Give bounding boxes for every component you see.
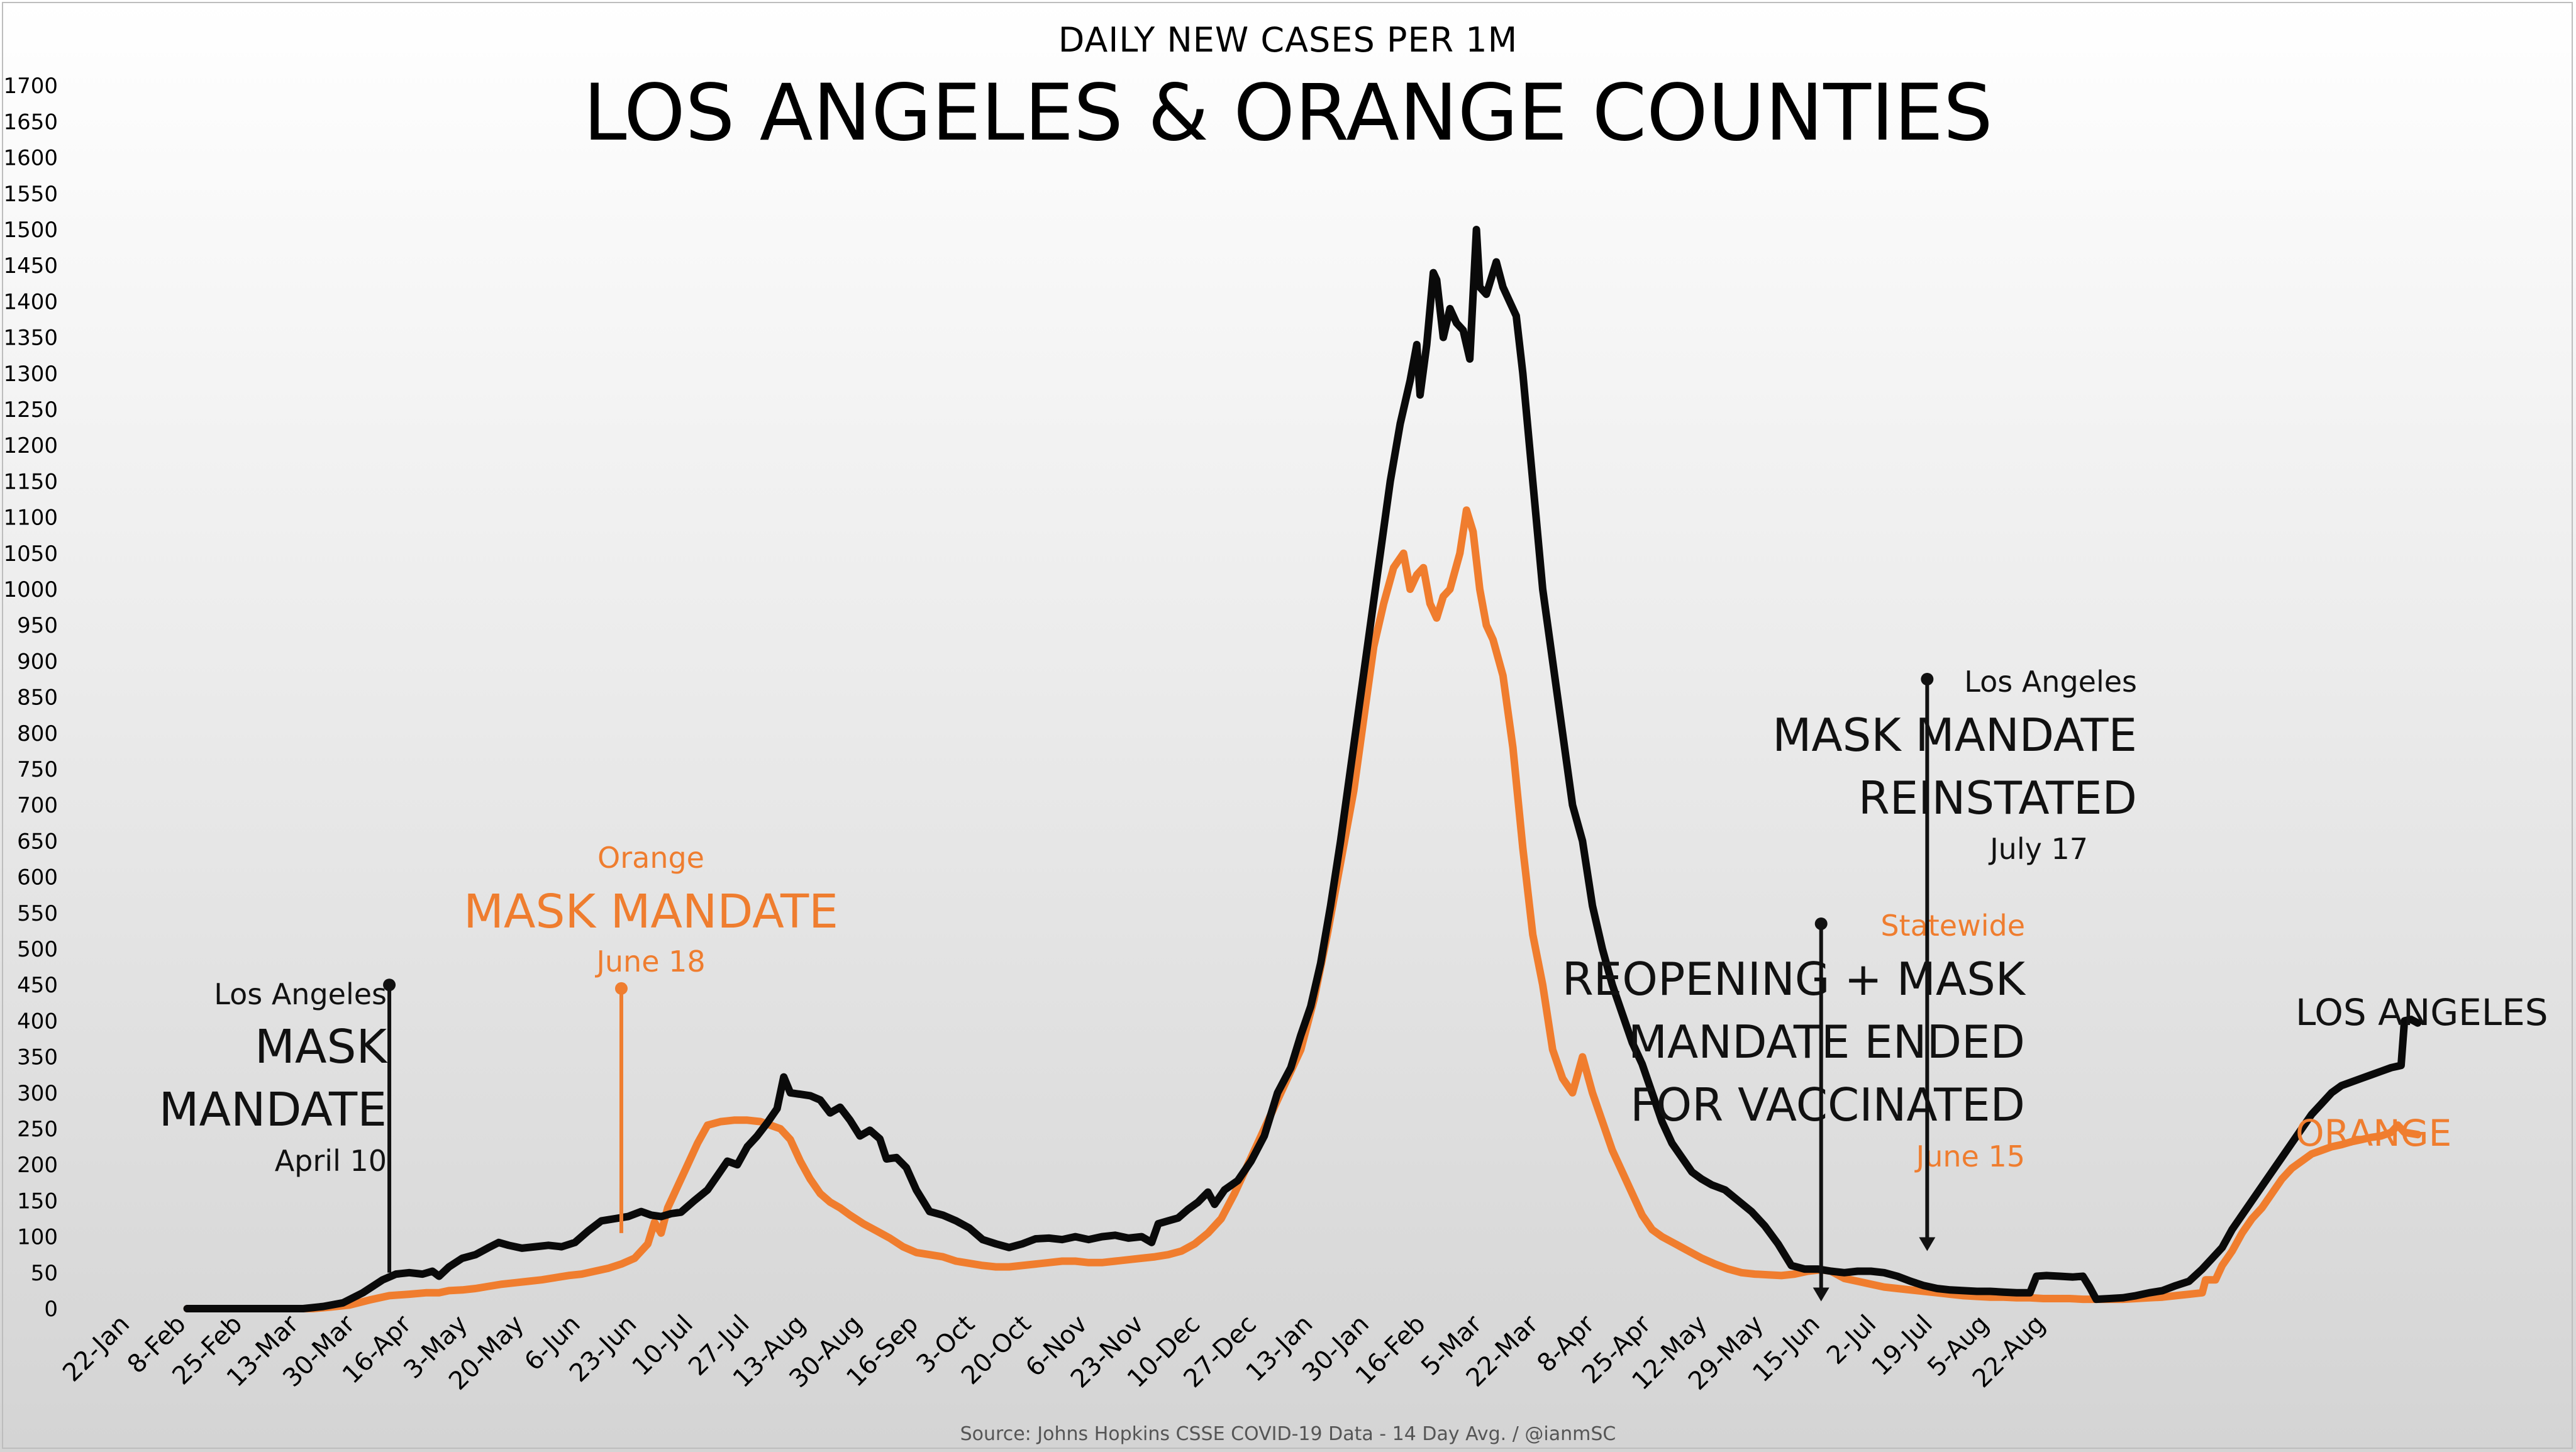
- annotation-reinstated-marker: [1921, 673, 1934, 685]
- annotation-orange-mask-marker: [614, 982, 628, 995]
- chart-title: LOS ANGELES & ORANGE COUNTIES: [583, 68, 1992, 158]
- chart-subtitle: DAILY NEW CASES PER 1M: [1058, 20, 1518, 60]
- y-tick-label: 1700: [3, 74, 58, 99]
- y-tick-label: 150: [17, 1189, 58, 1214]
- y-tick-label: 700: [17, 793, 58, 818]
- annotation-la-mask-reinstated: Los Angeles MASK MANDATE REINSTATED July…: [1772, 665, 2137, 1251]
- y-tick-label: 1050: [3, 541, 58, 567]
- x-tick-label: 10-Jul: [627, 1310, 699, 1382]
- y-tick-label: 1500: [3, 218, 58, 243]
- annotation-reopening-line2: MANDATE ENDED: [1628, 1016, 2025, 1068]
- annotation-reinstated-region: Los Angeles: [1964, 665, 2137, 699]
- series-line-los-angeles: [183, 226, 2422, 1312]
- annotation-reopening-marker: [1814, 917, 1828, 930]
- y-tick-label: 800: [17, 721, 58, 746]
- y-tick-label: 400: [17, 1009, 58, 1034]
- annotation-orange-mask-date: June 18: [594, 945, 705, 978]
- y-tick-label: 1550: [3, 182, 58, 207]
- y-tick-label: 1450: [3, 253, 58, 279]
- y-tick-label: 1650: [3, 109, 58, 135]
- annotation-statewide-reopening: Statewide REOPENING + MASK MANDATE ENDED…: [1562, 909, 2026, 1302]
- y-tick-label: 500: [17, 937, 58, 962]
- y-tick-label: 900: [17, 649, 58, 674]
- y-tick-label: 750: [17, 757, 58, 782]
- annotation-orange-mask-region: Orange: [597, 841, 704, 875]
- annotation-orange-mask-mandate: Orange MASK MANDATE June 18: [464, 841, 838, 1233]
- annotation-reinstated-date: July 17: [1988, 832, 2088, 866]
- y-tick-label: 650: [17, 829, 58, 854]
- y-tick-label: 1100: [3, 506, 58, 531]
- series-lines: [183, 226, 2422, 1312]
- annotation-la-mask-date: April 10: [275, 1144, 387, 1178]
- y-tick-label: 1300: [3, 362, 58, 387]
- annotation-orange-mask-event: MASK MANDATE: [464, 885, 838, 939]
- y-tick-label: 1250: [3, 397, 58, 423]
- annotation-la-mask-marker: [383, 978, 396, 992]
- y-tick-label: 250: [17, 1117, 58, 1142]
- y-tick-label: 550: [17, 901, 58, 926]
- annotation-reinstated-arrowhead: [1919, 1237, 1936, 1251]
- annotation-reinstated-line1: MASK MANDATE: [1772, 709, 2137, 762]
- annotation-reopening-region: Statewide: [1880, 909, 2025, 943]
- y-tick-label: 0: [44, 1297, 58, 1322]
- annotation-reinstated-line2: REINSTATED: [1858, 772, 2137, 824]
- y-tick-label: 200: [17, 1153, 58, 1178]
- y-tick-label: 1400: [3, 289, 58, 314]
- y-tick-label: 350: [17, 1045, 58, 1070]
- annotation-reopening-arrowhead: [1813, 1287, 1829, 1302]
- annotation-la-mask-event: MASK: [255, 1020, 388, 1074]
- y-tick-label: 950: [17, 613, 58, 638]
- annotation-reopening-line3: FOR VACCINATED: [1630, 1078, 2025, 1131]
- y-tick-label: 1600: [3, 146, 58, 171]
- annotation-la-mask-event2: MANDATE: [159, 1083, 387, 1137]
- x-tick-label: 22-Jan: [57, 1310, 135, 1388]
- y-tick-label: 300: [17, 1081, 58, 1106]
- y-tick-label: 1350: [3, 326, 58, 351]
- y-tick-label: 600: [17, 865, 58, 890]
- y-tick-label: 100: [17, 1225, 58, 1250]
- x-tick-label: 19-Jul: [1867, 1310, 1938, 1382]
- y-axis: 0 50 100 150 200 250 300 350 400 450 500 550 600 650 7…: [3, 74, 58, 1322]
- y-tick-label: 1150: [3, 469, 58, 494]
- y-tick-label: 450: [17, 973, 58, 998]
- y-tick-label: 1200: [3, 433, 58, 458]
- annotation-reopening-date: June 15: [1914, 1139, 2025, 1173]
- chart-source: Source: Johns Hopkins CSSE COVID-19 Data…: [960, 1423, 1616, 1445]
- y-tick-label: 50: [31, 1261, 58, 1286]
- y-tick-label: 850: [17, 685, 58, 711]
- series-label-orange: ORANGE: [2296, 1112, 2451, 1155]
- series-label-los-angeles: LOS ANGELES: [2296, 991, 2548, 1034]
- annotation-reopening-line1: REOPENING + MASK: [1562, 953, 2026, 1006]
- annotation-la-mask-region: Los Angeles: [214, 977, 387, 1011]
- y-tick-label: 1000: [3, 577, 58, 602]
- annotation-la-mask-mandate: Los Angeles MASK MANDATE April 10: [159, 977, 396, 1273]
- x-axis: 22-Jan8-Feb25-Feb13-Mar30-Mar16-Apr3-May…: [57, 1309, 2051, 1396]
